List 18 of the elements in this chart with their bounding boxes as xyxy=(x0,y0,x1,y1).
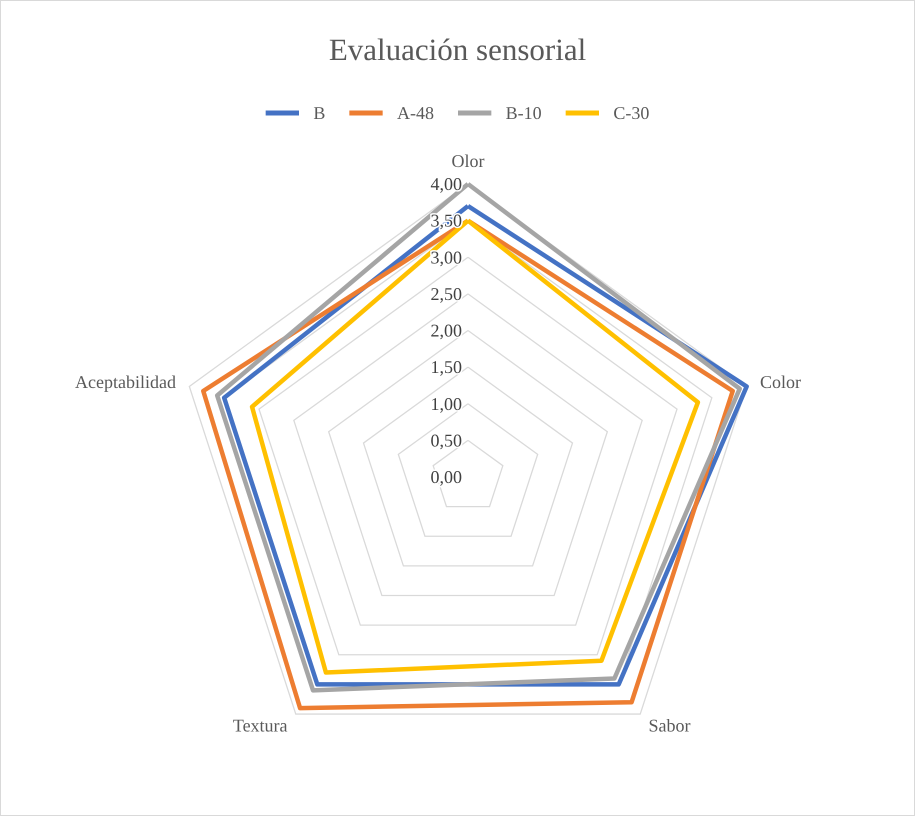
spoke-label: Olor xyxy=(452,151,484,171)
legend-label: A-48 xyxy=(397,103,434,123)
y-tick-label: 0,50 xyxy=(430,430,462,450)
y-tick-label: 2,00 xyxy=(430,320,462,340)
legend-label: B xyxy=(313,103,326,123)
chart-title: Evaluación sensorial xyxy=(328,32,586,67)
y-tick-label: 1,50 xyxy=(430,357,462,378)
y-tick-label: 0,00 xyxy=(430,467,462,487)
y-tick-label: 4,00 xyxy=(430,174,462,194)
spoke-label: Color xyxy=(760,372,801,392)
spoke-label: Aceptabilidad xyxy=(75,372,176,392)
spoke-label: Textura xyxy=(232,715,288,736)
legend-label: C-30 xyxy=(613,103,650,123)
spoke-label: Sabor xyxy=(648,715,690,736)
y-tick-label: 1,00 xyxy=(430,394,462,414)
y-tick-label: 3,00 xyxy=(430,247,462,268)
y-tick-label: 2,50 xyxy=(430,284,462,304)
legend-label: B-10 xyxy=(506,103,542,123)
